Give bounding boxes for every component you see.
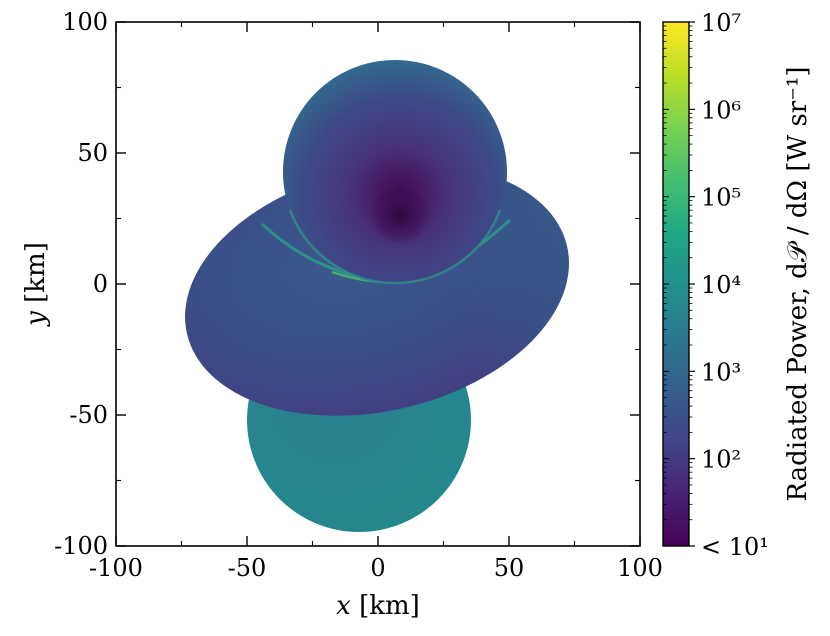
x-axis-label: x [km] xyxy=(336,591,420,621)
x-tick-label: -50 xyxy=(228,554,267,582)
colorbar-label: Radiated Power, d𝒫 / dΩ [W sr⁻¹] xyxy=(783,66,813,501)
x-tick-label: 100 xyxy=(617,554,663,582)
colorbar-ticks xyxy=(663,21,695,547)
y-axis-label: y [km] xyxy=(21,242,51,327)
upper-circle-region xyxy=(283,60,507,285)
colorbar-tick-label: 10⁷ xyxy=(701,9,741,37)
colorbar-tick-label: 10² xyxy=(701,446,741,474)
y-tick-label: 0 xyxy=(93,270,108,298)
colorbar-tick-label: 10⁴ xyxy=(701,271,741,299)
colorbar-tick-label: < 10¹ xyxy=(701,533,769,561)
x-tick-label: -100 xyxy=(89,554,143,582)
y-tick-label: -50 xyxy=(69,401,108,429)
colorbar-tick-label: 10⁶ xyxy=(701,96,741,124)
x-tick-label: 0 xyxy=(370,554,385,582)
y-tick-label: -100 xyxy=(54,532,108,560)
colorbar-tick-labels: < 10¹ 10² 10³ 10⁴ 10⁵ 10⁶ 10⁷ xyxy=(701,9,769,561)
axis-tick-labels: -100 -50 0 50 100 -100 -50 0 50 100 xyxy=(54,8,663,582)
colorbar-tick-label: 10³ xyxy=(701,358,741,386)
x-tick-label: 50 xyxy=(494,554,525,582)
axis-ticks xyxy=(115,21,641,547)
colorbar: < 10¹ 10² 10³ 10⁴ 10⁵ 10⁶ 10⁷ Radiated Power, … xyxy=(662,9,813,561)
plot-area xyxy=(116,22,640,546)
y-tick-label: 100 xyxy=(62,8,108,36)
y-tick-label: 50 xyxy=(77,139,108,167)
colorbar-tick-label: 10⁵ xyxy=(701,184,741,212)
